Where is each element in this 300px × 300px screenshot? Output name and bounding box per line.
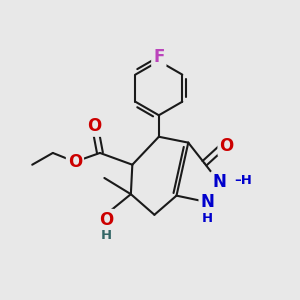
Text: –H: –H	[234, 174, 252, 188]
Text: O: O	[99, 211, 113, 229]
Text: O: O	[219, 136, 234, 154]
Text: O: O	[68, 153, 82, 171]
Text: H: H	[100, 229, 111, 242]
Text: N: N	[212, 173, 226, 191]
Text: H: H	[202, 212, 213, 225]
Text: N: N	[212, 173, 226, 191]
Text: F: F	[153, 48, 164, 66]
Text: N: N	[200, 193, 214, 211]
Text: O: O	[87, 117, 101, 135]
